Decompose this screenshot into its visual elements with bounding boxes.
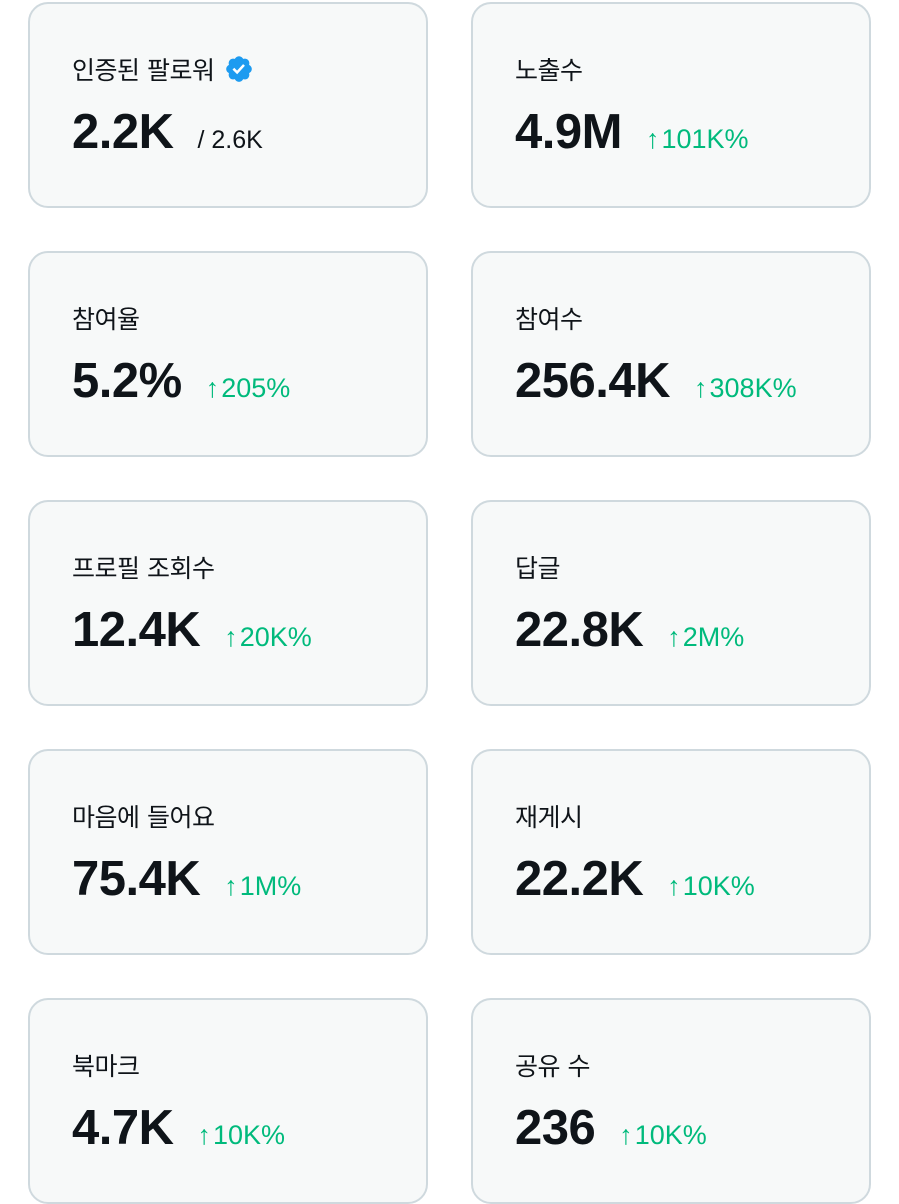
metric-card-verified-followers[interactable]: 인증된 팔로워 2.2K / 2.6K — [28, 2, 428, 208]
metric-change: ↑ 101K% — [646, 124, 749, 155]
metric-change-value: 10K% — [682, 871, 755, 901]
metric-change-value: 10K% — [213, 1120, 286, 1150]
arrow-up-icon: ↑ — [224, 871, 238, 901]
metric-title: 재게시 — [515, 803, 583, 832]
metric-value: 22.8K — [515, 603, 644, 657]
metric-value: 256.4K — [515, 354, 671, 408]
metric-value-row: 256.4K ↑ 308K% — [515, 353, 869, 409]
metric-change: ↑ 10K% — [619, 1120, 707, 1151]
metric-value-row: 236 ↑ 10K% — [515, 1100, 869, 1156]
metric-value-row: 75.4K ↑ 1M% — [72, 851, 426, 907]
metric-title-row: 인증된 팔로워 — [72, 52, 426, 86]
arrow-up-icon: ↑ — [667, 622, 681, 652]
metric-title-row: 공유 수 — [515, 1048, 869, 1082]
metric-change-value: 2M% — [682, 622, 745, 652]
verified-badge-icon — [224, 54, 254, 84]
arrow-up-icon: ↑ — [694, 373, 708, 403]
metric-title: 인증된 팔로워 — [72, 56, 215, 85]
metric-title-row: 마음에 들어요 — [72, 799, 426, 833]
metric-value-row: 4.7K ↑ 10K% — [72, 1100, 426, 1156]
metric-value-row: 2.2K / 2.6K — [72, 104, 426, 160]
metric-value-row: 4.9M ↑ 101K% — [515, 104, 869, 160]
metric-change: ↑ 205% — [206, 373, 291, 404]
metric-title-row: 참여율 — [72, 301, 426, 335]
metric-title-row: 재게시 — [515, 799, 869, 833]
metric-change: ↑ 308K% — [694, 373, 797, 404]
metric-title-row: 참여수 — [515, 301, 869, 335]
metric-value: 4.7K — [72, 1101, 174, 1155]
metric-card-shares[interactable]: 공유 수 236 ↑ 10K% — [471, 998, 871, 1204]
metric-value-row: 5.2% ↑ 205% — [72, 353, 426, 409]
arrow-up-icon: ↑ — [197, 1120, 212, 1150]
metric-card-replies[interactable]: 답글 22.8K ↑ 2M% — [471, 500, 871, 706]
metric-title: 공유 수 — [515, 1052, 590, 1081]
arrow-up-icon: ↑ — [619, 1120, 633, 1150]
metric-title: 마음에 들어요 — [72, 803, 215, 832]
metric-card-likes[interactable]: 마음에 들어요 75.4K ↑ 1M% — [28, 749, 428, 955]
metric-change-value: 1M% — [239, 871, 302, 901]
arrow-up-icon: ↑ — [667, 871, 681, 901]
metric-value: 236 — [515, 1101, 596, 1155]
metric-title-row: 답글 — [515, 550, 869, 584]
metric-title-row: 북마크 — [72, 1048, 426, 1082]
metric-value: 2.2K — [72, 105, 174, 159]
metric-value: 22.2K — [515, 852, 644, 906]
arrow-up-icon: ↑ — [645, 124, 660, 154]
metric-total: / 2.6K — [197, 126, 263, 154]
metric-value-row: 22.8K ↑ 2M% — [515, 602, 869, 658]
metric-change-value: 10K% — [634, 1120, 707, 1150]
metric-value: 75.4K — [72, 852, 201, 906]
metric-card-bookmarks[interactable]: 북마크 4.7K ↑ 10K% — [28, 998, 428, 1204]
metric-value: 4.9M — [515, 105, 622, 159]
metric-title: 답글 — [515, 554, 561, 583]
metric-value-row: 12.4K ↑ 20K% — [72, 602, 426, 658]
metric-card-engagement-rate[interactable]: 참여율 5.2% ↑ 205% — [28, 251, 428, 457]
metric-change-value: 308K% — [709, 373, 797, 403]
arrow-up-icon: ↑ — [205, 373, 220, 403]
metric-change: ↑ 10K% — [198, 1120, 286, 1151]
metric-value-row: 22.2K ↑ 10K% — [515, 851, 869, 907]
metric-title-row: 노출수 — [515, 52, 869, 86]
metric-change-value: 205% — [221, 373, 291, 403]
metric-change: ↑ 10K% — [667, 871, 755, 902]
metric-card-profile-visits[interactable]: 프로필 조회수 12.4K ↑ 20K% — [28, 500, 428, 706]
arrow-up-icon: ↑ — [224, 622, 238, 652]
metric-change: ↑ 1M% — [224, 871, 301, 902]
metric-change: ↑ 20K% — [224, 622, 312, 653]
metric-change-value: 20K% — [239, 622, 312, 652]
metric-change: ↑ 2M% — [667, 622, 744, 653]
metric-title: 노출수 — [515, 56, 583, 85]
analytics-metrics-grid: 인증된 팔로워 2.2K / 2.6K 노출수 4.9M ↑ 101K% — [28, 2, 871, 1204]
metric-card-reposts[interactable]: 재게시 22.2K ↑ 10K% — [471, 749, 871, 955]
metric-change-value: 101K% — [661, 124, 749, 154]
metric-value: 5.2% — [72, 354, 182, 408]
metric-title: 참여수 — [515, 305, 583, 334]
metric-value: 12.4K — [72, 603, 201, 657]
metric-title: 참여율 — [72, 305, 140, 334]
metric-title-row: 프로필 조회수 — [72, 550, 426, 584]
metric-title: 북마크 — [72, 1052, 140, 1081]
metric-card-impressions[interactable]: 노출수 4.9M ↑ 101K% — [471, 2, 871, 208]
metric-card-engagements[interactable]: 참여수 256.4K ↑ 308K% — [471, 251, 871, 457]
metric-title: 프로필 조회수 — [72, 554, 215, 583]
